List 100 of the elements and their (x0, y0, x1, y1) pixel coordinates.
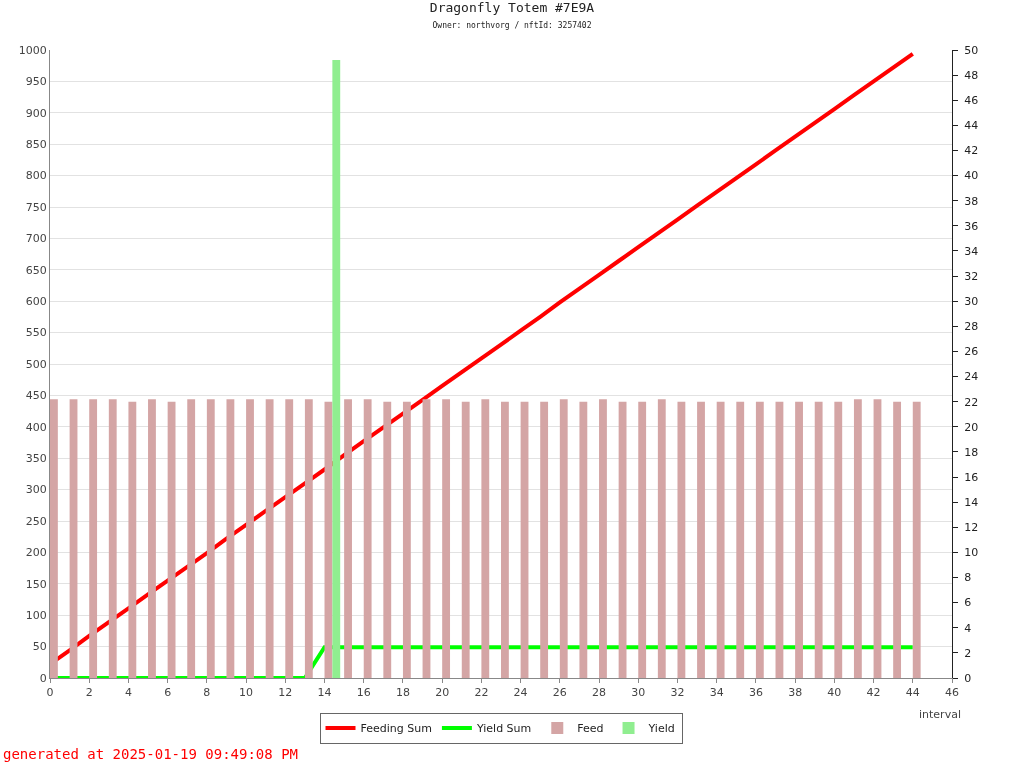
x-tick-label: 28 (592, 686, 607, 700)
y2-tick-label: 38 (964, 194, 979, 208)
bar (167, 401, 176, 678)
bar (677, 401, 686, 678)
bar (89, 399, 98, 678)
y2-tick-label: 30 (964, 295, 979, 309)
y2-tick-label: 0 (964, 671, 972, 685)
bar (579, 401, 588, 678)
x-tick-label: 36 (748, 686, 763, 700)
bar (461, 401, 470, 678)
x-tick-label: 44 (905, 686, 920, 700)
legend-label: Yield (647, 722, 675, 736)
y2-tick-label: 20 (964, 420, 979, 434)
x-tick-label: 4 (124, 686, 132, 700)
x-tick-label: 2 (85, 686, 93, 700)
bar (206, 399, 215, 678)
x-tick-label: 6 (164, 686, 172, 700)
y2-tick-label: 12 (964, 521, 979, 535)
y2-tick-label: 10 (964, 546, 979, 560)
bar (697, 401, 705, 678)
y2-tick-label: 34 (964, 244, 979, 258)
y-tick-label: 100 (25, 609, 47, 623)
bar (304, 399, 313, 678)
y-tick-label: 650 (25, 263, 47, 277)
bar (834, 401, 843, 678)
x-tick-label: 26 (552, 686, 567, 700)
x-tick-label: 30 (631, 686, 646, 700)
x-tick-label: 20 (435, 686, 450, 700)
y2-tick-label: 44 (964, 119, 979, 133)
y-tick-label: 700 (25, 232, 47, 246)
y-tick-label: 900 (25, 106, 47, 120)
y-tick-label: 300 (25, 483, 47, 497)
x-tick-label: 34 (709, 686, 724, 700)
bar (501, 401, 509, 678)
y-tick-label: 800 (25, 169, 47, 183)
x-tick-label: 10 (239, 686, 254, 700)
y-tick-label: 0 (39, 671, 47, 685)
bar (795, 401, 803, 678)
x-tick-label: 22 (474, 686, 489, 700)
bar (540, 401, 549, 678)
bar (285, 399, 294, 678)
chart-subtitle: Owner: northvorg / nftId: 3257402 (432, 21, 592, 31)
x-tick-label: 32 (670, 686, 685, 700)
y2-tick-label: 50 (964, 43, 979, 57)
y-tick-label: 200 (25, 546, 47, 560)
bar (736, 401, 745, 678)
y-tick-label: 50 (32, 640, 47, 654)
x-tick-label: 24 (513, 686, 528, 700)
y-tick-label: 150 (25, 577, 47, 591)
x-tick-label: 40 (827, 686, 842, 700)
bar (481, 399, 490, 678)
bar (128, 401, 137, 678)
bar (383, 401, 392, 678)
y2-tick-label: 26 (964, 345, 979, 359)
x-tick-label: 18 (395, 686, 410, 700)
x-tick-label: 38 (788, 686, 803, 700)
legend-label: Yield Sum (475, 722, 532, 736)
y2-tick-label: 6 (964, 596, 972, 610)
y-tick-label: 950 (25, 75, 47, 89)
y-tick-label: 1000 (18, 43, 47, 57)
bar (853, 399, 862, 678)
y-tick-label: 450 (25, 389, 47, 403)
bar (363, 399, 372, 678)
y-tick-label: 550 (25, 326, 47, 340)
bar (402, 401, 411, 678)
bar (755, 401, 764, 678)
bar (559, 399, 568, 678)
y2-tick-label: 22 (964, 395, 979, 409)
bar (657, 399, 666, 678)
y2-tick-label: 46 (964, 94, 979, 108)
x-tick-label: 16 (356, 686, 371, 700)
y2-tick-label: 2 (964, 646, 972, 660)
y2-tick-label: 24 (964, 370, 979, 384)
legend-label: Feed (577, 722, 604, 736)
bar (246, 399, 254, 678)
x-tick-label: 8 (203, 686, 211, 700)
y-tick-label: 850 (25, 138, 47, 152)
bar (108, 399, 117, 678)
x-tick-label: 42 (866, 686, 881, 700)
bar (148, 399, 156, 678)
x-tick-label: 12 (278, 686, 293, 700)
y-tick-label: 350 (25, 452, 47, 466)
y2-tick-label: 8 (964, 571, 972, 585)
y-tick-label: 400 (25, 420, 47, 434)
y-tick-label: 250 (25, 514, 47, 528)
y2-tick-label: 32 (964, 269, 979, 283)
bar (344, 399, 352, 678)
bar (814, 401, 823, 678)
bar (226, 399, 235, 678)
x-axis-title: interval (919, 708, 961, 721)
y2-tick-label: 18 (964, 445, 979, 459)
y2-tick-label: 36 (964, 219, 979, 233)
y-tick-label: 600 (25, 295, 47, 309)
bar (50, 399, 58, 678)
y2-tick-label: 28 (964, 320, 979, 334)
bar (599, 399, 607, 678)
bar (265, 399, 274, 678)
legend-label: Feeding Sum (360, 722, 432, 736)
x-tick-label: 14 (317, 686, 332, 700)
y-tick-label: 750 (25, 200, 47, 214)
